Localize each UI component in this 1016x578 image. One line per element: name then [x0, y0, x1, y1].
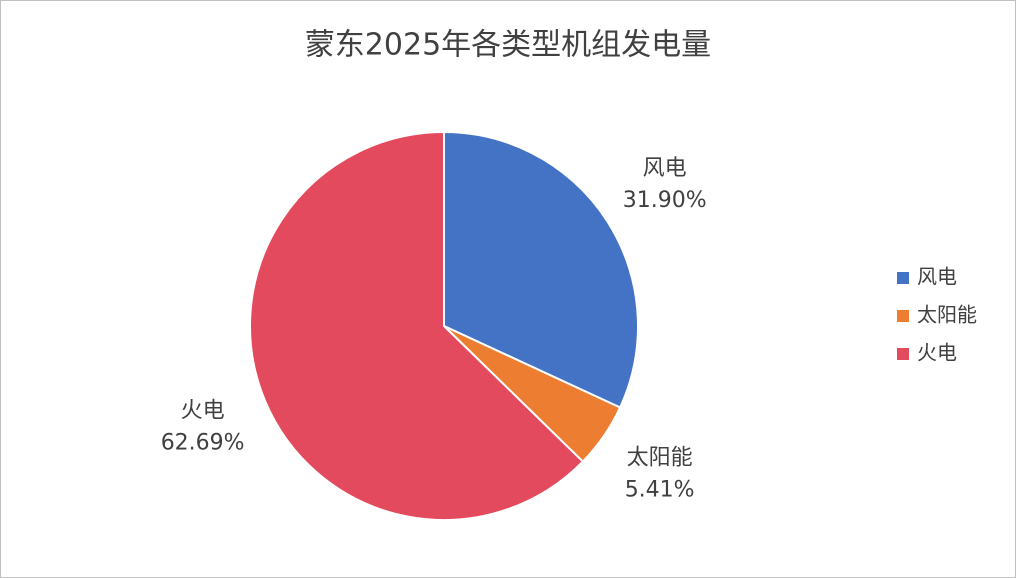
- data-label-name: 风电: [643, 156, 687, 181]
- data-label-name: 火电: [181, 399, 225, 424]
- pie-slice: [249, 130, 585, 521]
- legend-swatch: [897, 272, 909, 284]
- legend-swatch: [897, 348, 909, 360]
- pie-slice: [443, 130, 639, 409]
- legend-label: 风电: [917, 265, 957, 289]
- chart-title: 蒙东2025年各类型机组发电量: [305, 28, 711, 63]
- data-label-name: 太阳能: [627, 446, 693, 471]
- legend-label: 火电: [917, 341, 957, 365]
- data-label-value: 62.69%: [161, 431, 245, 456]
- legend-label: 太阳能: [917, 303, 977, 327]
- data-label-value: 31.90%: [623, 188, 707, 213]
- legend-swatch: [897, 310, 909, 322]
- data-label-value: 5.41%: [625, 478, 695, 503]
